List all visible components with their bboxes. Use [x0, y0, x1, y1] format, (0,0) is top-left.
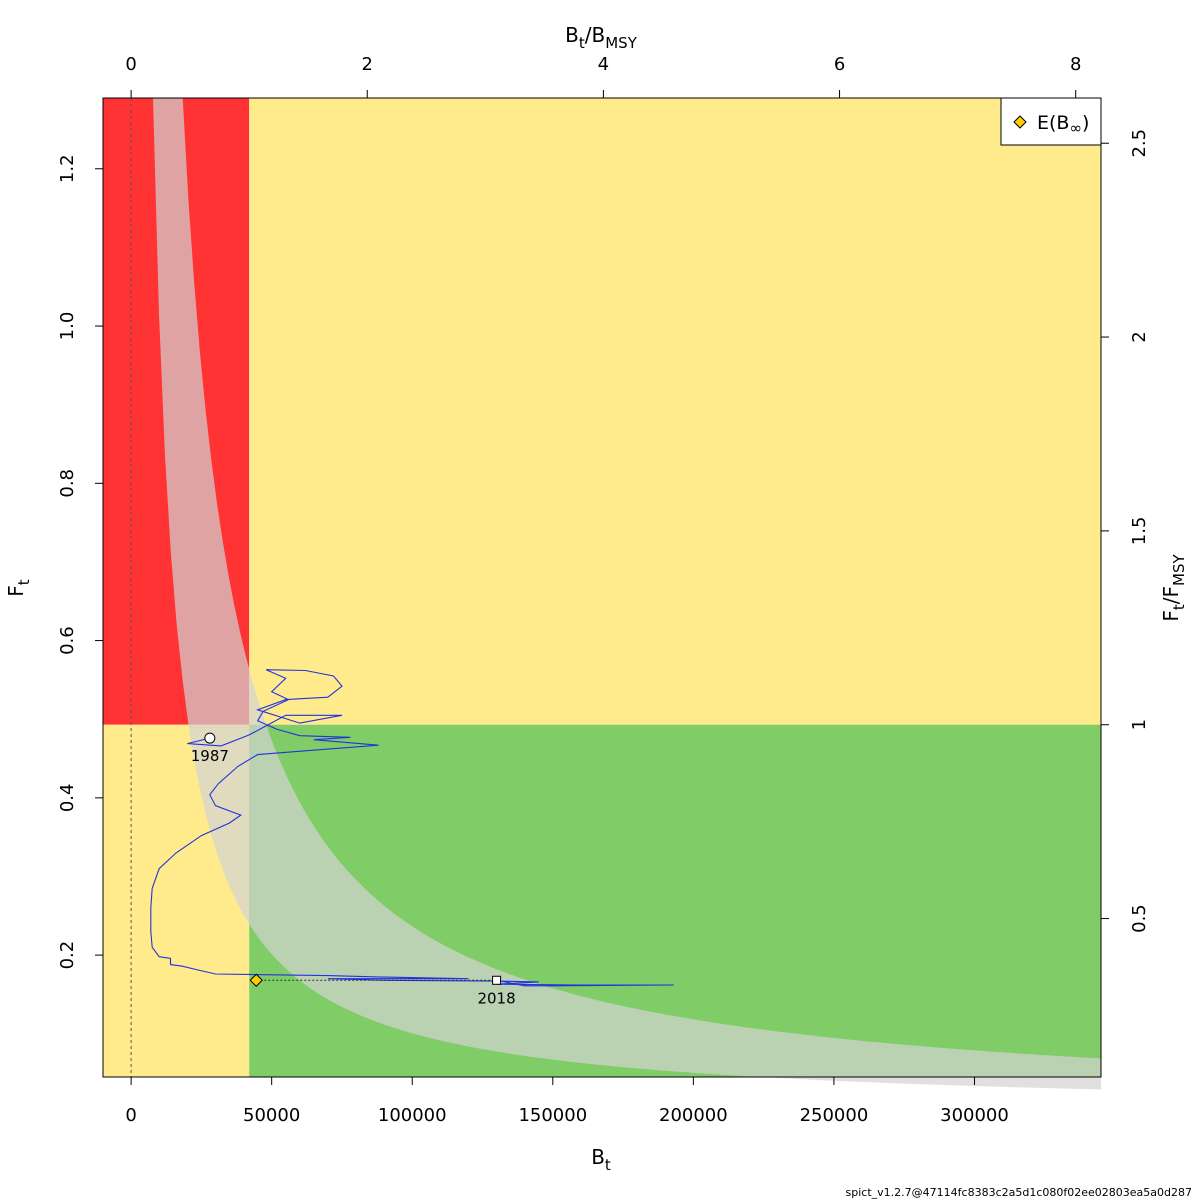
- y-tick-label: 0.2: [57, 941, 78, 970]
- x-tick-label: 300000: [940, 1105, 1009, 1126]
- y-tick-label: 1.2: [57, 154, 78, 183]
- trajectory-line-0: [150, 669, 674, 987]
- trajectory-layer: [150, 669, 674, 987]
- y-tick-label: 1.0: [57, 312, 78, 341]
- top-tick-label: 8: [1070, 54, 1081, 75]
- top-tick-label: 0: [125, 54, 136, 75]
- marker-layer: 1987 2018: [191, 732, 516, 1007]
- top-tick-label: 4: [598, 54, 609, 75]
- top-tick-label: 2: [362, 54, 373, 75]
- legend: E(B∞): [1000, 97, 1102, 146]
- x-tick-label: 0: [125, 1105, 136, 1126]
- x-tick-label: 200000: [659, 1105, 728, 1126]
- right-tick-label: 0.5: [1129, 904, 1150, 933]
- x-tick-label: 100000: [378, 1105, 447, 1126]
- top-axis: 0 2 4 6 8: [125, 54, 1081, 98]
- equilibrium-point-marker: [249, 973, 263, 987]
- top-axis-title: Bt/BMSY: [565, 23, 638, 52]
- top-tick-label: 6: [834, 54, 845, 75]
- x-tick-label: 250000: [800, 1105, 869, 1126]
- kobe-regions: [103, 98, 1101, 1090]
- end-point-marker: [492, 975, 502, 985]
- start-point-marker: [204, 732, 216, 744]
- end-point-label: 2018: [477, 989, 515, 1007]
- right-axis-title: Ft/FMSY: [1159, 554, 1188, 622]
- x-tick-label: 150000: [518, 1105, 587, 1126]
- y-axis: 0.2 0.4 0.6 0.8 1.0 1.2: [57, 154, 103, 969]
- legend-label: E(B∞): [1037, 112, 1089, 137]
- x-tick-label: 50000: [243, 1105, 300, 1126]
- y-tick-label: 0.4: [57, 784, 78, 813]
- y-tick-label: 0.6: [57, 626, 78, 655]
- legend-diamond-marker: [1013, 115, 1027, 129]
- start-point-label: 1987: [191, 747, 229, 765]
- y-tick-label: 0.8: [57, 469, 78, 498]
- footer-version: spict_v1.2.7@47114fc8383c2a5d1c080f02ee0…: [846, 1186, 1192, 1199]
- right-tick-label: 2.5: [1129, 129, 1150, 158]
- y-axis-title: Ft: [4, 579, 33, 597]
- right-tick-label: 1.5: [1129, 517, 1150, 546]
- x-axis: 0 50000 100000 150000 200000 250000 300000: [125, 1076, 1009, 1126]
- right-axis: 0.5 1 1.5 2 2.5: [1101, 129, 1150, 933]
- overfishing-region: [249, 98, 1101, 725]
- right-tick-label: 2: [1129, 331, 1150, 342]
- right-tick-label: 1: [1129, 719, 1150, 730]
- x-axis-title: Bt: [591, 1145, 611, 1174]
